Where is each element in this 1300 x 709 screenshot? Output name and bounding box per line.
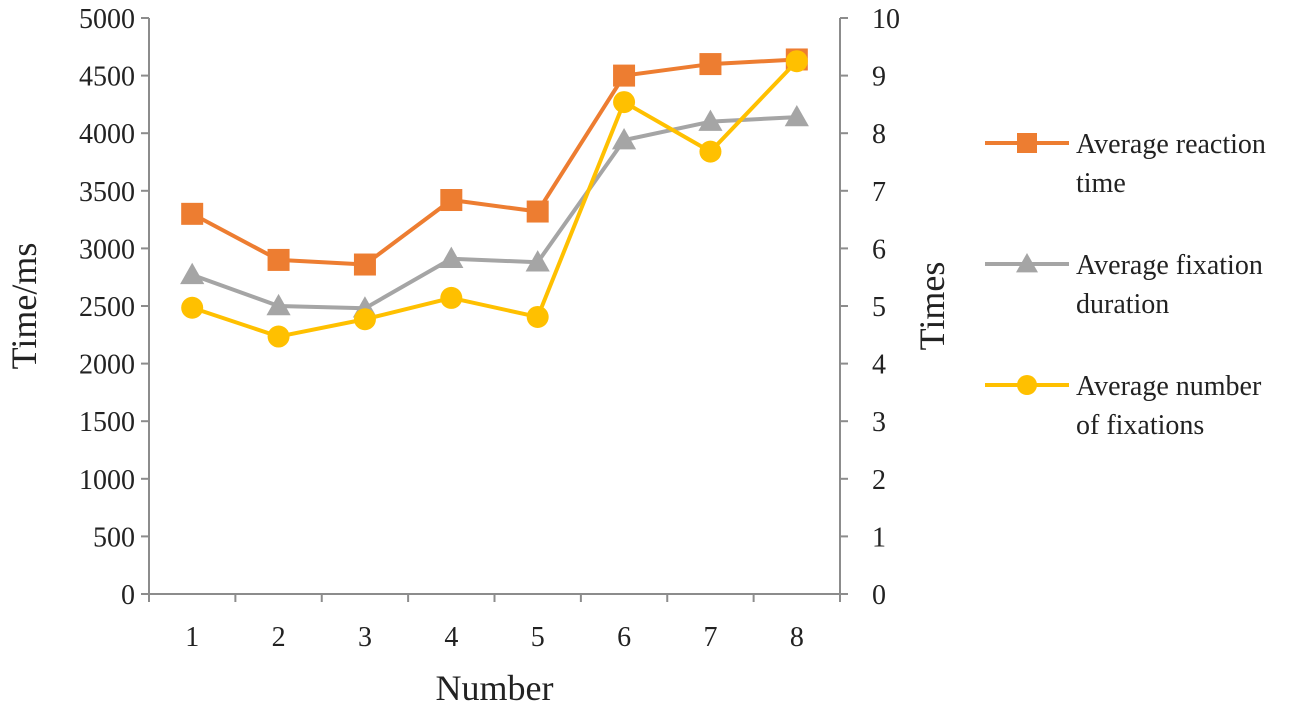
y-right-tick-label: 1 [872,522,886,553]
x-tick-label: 8 [790,622,804,653]
series-line [191,59,799,339]
data-point-circle [181,296,204,319]
y-left-tick-label: 2500 [79,292,135,323]
series-line [191,115,797,311]
y-right-tick-label: 6 [872,234,886,265]
x-axis-title: Number [436,668,554,708]
data-point-square [699,53,722,76]
y-left-tick-label: 4500 [79,62,135,93]
data-point-triangle [611,128,637,150]
y-left-tick-label: 0 [121,580,135,611]
legend-label: Average fixation [1076,250,1263,281]
legend-label: time [1076,168,1126,199]
legend-entry: Average fixation duration [985,250,1263,320]
y-axis-left-title: Time/ms [4,243,44,370]
legend-label: Average number [1076,371,1262,402]
y-right-tick-label: 2 [872,465,886,496]
y-left-tick-label: 1500 [79,407,135,438]
y-right-tick-label: 3 [872,407,886,438]
data-point-circle [526,305,549,328]
x-tick-label: 6 [617,622,631,653]
data-point-circle [267,325,290,348]
y-right-tick-label: 7 [872,177,886,208]
legend-label: duration [1076,289,1169,320]
y-right-tick-label: 8 [872,119,886,150]
data-point-square [181,202,204,225]
series-circle-group [181,50,808,348]
data-point-triangle [266,293,291,316]
y-right-tick-label: 0 [872,580,886,611]
x-tick-label: 1 [185,622,199,653]
x-tick-label: 7 [703,622,717,653]
legend: Average reaction time Average fixation dura… [985,129,1266,441]
series-layer [180,48,809,348]
x-tick-label: 3 [358,622,372,653]
y-right-tick-label: 5 [872,292,886,323]
data-point-circle [613,91,636,114]
y-right-tick-label: 4 [872,350,886,381]
y-left-tick-label: 2000 [79,350,135,381]
axes: 0 500 1000 1500 2000 2500 3000 3500 4000 4500 5000… [79,4,900,653]
legend-marker-circle [1017,375,1037,395]
data-point-circle [440,286,463,309]
y-left-tick-label: 500 [93,522,135,553]
data-point-triangle [698,109,723,131]
legend-marker-square [1017,133,1037,153]
legend-entry: Average reaction time [985,129,1266,199]
legend-entry: Average number of fixations [985,371,1262,441]
y-right-tick-label: 10 [872,4,900,35]
y-left-tick-label: 3500 [79,177,135,208]
legend-label: of fixations [1076,410,1204,441]
data-point-triangle [525,250,550,272]
x-tick-label: 4 [444,622,458,653]
data-point-square [613,64,636,87]
y-left-tick-label: 4000 [79,119,135,150]
data-point-square [353,253,376,276]
data-point-square [440,189,463,212]
data-point-triangle [439,246,464,269]
y-left-tick-label: 3000 [79,234,135,265]
legend-label: Average reaction [1076,129,1266,160]
y-right-tick-label: 9 [872,62,886,93]
data-point-circle [353,308,376,331]
series-line [191,57,797,267]
data-point-circle [699,140,722,163]
data-point-square [267,248,290,271]
data-point-triangle [784,104,809,127]
y-left-tick-label: 5000 [79,4,135,35]
series-triangle-group [180,104,809,318]
data-point-triangle [180,262,205,285]
y-left-tick-label: 1000 [79,465,135,496]
legend-marker-triangle [1016,253,1038,273]
x-tick-label: 5 [531,622,545,653]
y-axis-right-title: Times [912,262,952,351]
data-point-circle [785,50,808,73]
data-point-square [526,200,549,223]
x-tick-label: 2 [272,622,286,653]
